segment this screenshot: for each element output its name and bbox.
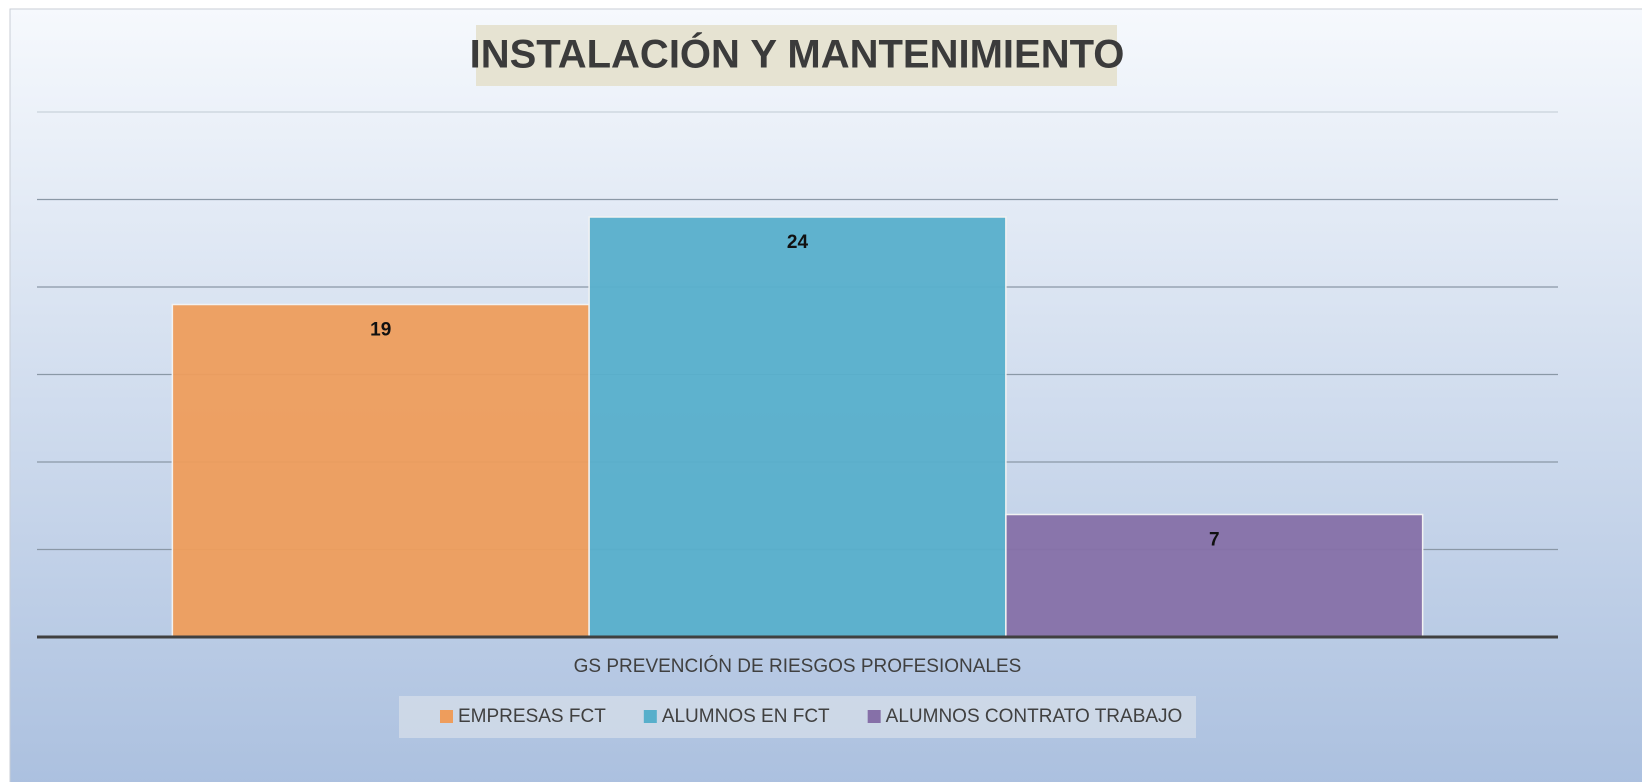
legend-label: EMPRESAS FCT [458,706,606,727]
chart-title: INSTALACIÓN Y MANTENIMIENTO [470,31,1125,77]
legend-box [399,696,1196,738]
legend-swatch [867,710,881,723]
legend-swatch [643,710,657,723]
data-label: 7 [1209,530,1220,551]
legend-swatch [440,710,453,723]
bar [588,216,1007,638]
bar [1005,513,1424,638]
bar [171,303,590,638]
data-label: 24 [787,232,809,253]
data-label: 19 [370,320,391,341]
title-box [476,25,1117,86]
x-tick-label: GS PREVENCIÓN DE RIESGOS PROFESIONALES [574,655,1022,677]
legend-label: ALUMNOS EN FCT [662,706,830,727]
legend-label: ALUMNOS CONTRATO TRABAJO [886,706,1183,727]
